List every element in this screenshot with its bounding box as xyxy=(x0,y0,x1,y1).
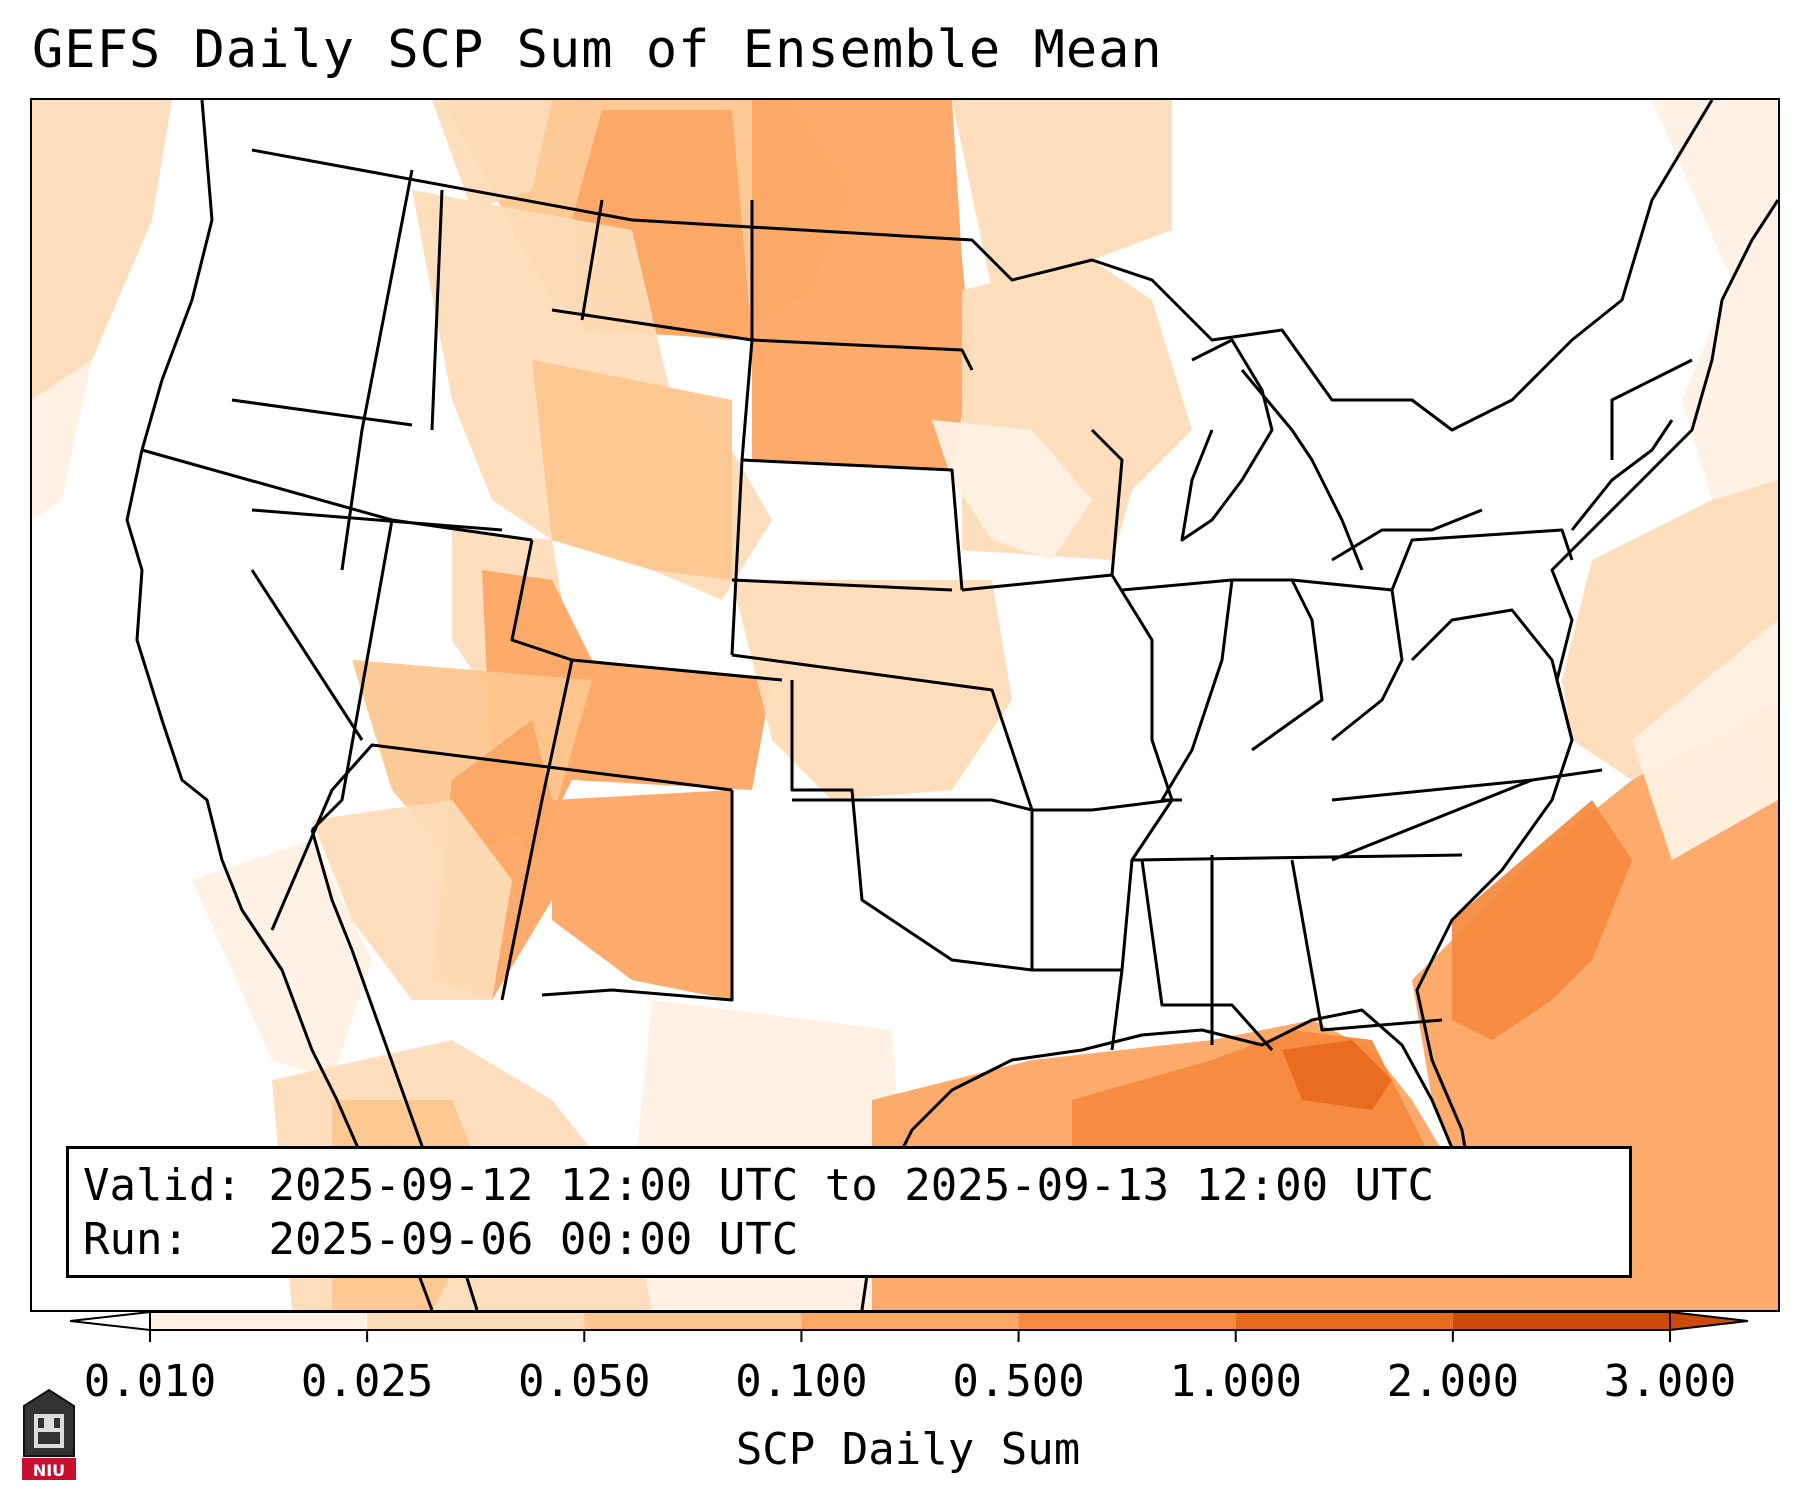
colorbar-segment xyxy=(584,1312,802,1330)
colorbar-segment xyxy=(1235,1312,1453,1330)
colorbar-tick-label: 0.010 xyxy=(83,1356,217,1407)
state-lines-east xyxy=(1090,358,1693,802)
valid-time-row: Valid: 2025-09-12 12:00 UTC to 2025-09-1… xyxy=(83,1159,1629,1213)
scp-shaded-area xyxy=(532,360,732,580)
scp-shaded-area xyxy=(1452,800,1632,1040)
great-lakes xyxy=(1180,338,1483,571)
colorbar-segment xyxy=(1018,1312,1236,1330)
scp-shaded-area xyxy=(1632,620,1778,860)
map-canvas xyxy=(32,100,1778,1310)
colorbar-tick-label: 3.000 xyxy=(1603,1356,1737,1407)
colorbar-extend-low xyxy=(70,1310,151,1332)
scp-shaded-area xyxy=(32,360,92,520)
colorbar-segment xyxy=(801,1312,1019,1330)
run-value: 2025-09-06 00:00 UTC xyxy=(268,1214,799,1265)
run-time-row: Run: 2025-09-06 00:00 UTC xyxy=(83,1213,1629,1267)
niu-logo: NIU xyxy=(22,1388,76,1480)
colorbar-tick-label: 0.025 xyxy=(300,1356,434,1407)
run-label: Run: xyxy=(83,1214,189,1265)
scp-shaded-area xyxy=(552,790,732,1000)
scp-shaded-area xyxy=(432,100,552,210)
us-outline xyxy=(125,100,434,1310)
colorbar-outline xyxy=(149,1311,1671,1331)
scp-shaded-area xyxy=(932,420,1092,560)
map-title: GEFS Daily SCP Sum of Ensemble Mean xyxy=(32,20,1163,80)
colorbar-tick-label: 0.100 xyxy=(735,1356,868,1407)
scp-shaded-area xyxy=(1282,1040,1392,1110)
canada-border xyxy=(251,100,1714,432)
colorbar-tick-label: 1.000 xyxy=(1169,1356,1302,1407)
scp-shading-layer xyxy=(32,100,1778,1310)
colorbar-tick-label: 2.000 xyxy=(1386,1356,1520,1407)
valid-value: 2025-09-12 12:00 UTC to 2025-09-13 12:00… xyxy=(268,1160,1435,1211)
colorbar-segments xyxy=(70,1310,1749,1332)
state-lines-west xyxy=(141,169,974,1002)
scp-shaded-area xyxy=(312,800,512,1000)
scp-shaded-area xyxy=(1652,100,1778,500)
scp-shaded-area xyxy=(952,100,1172,290)
colorbar-tick-label: 0.050 xyxy=(518,1356,651,1407)
logo-text: NIU xyxy=(33,1461,65,1480)
colorbar-extend-high xyxy=(1669,1310,1749,1332)
scp-shaded-area xyxy=(732,580,1012,800)
map-panel xyxy=(30,98,1780,1312)
valid-label: Valid: xyxy=(83,1160,242,1211)
state-lines-central xyxy=(731,573,1533,1051)
scp-shaded-area xyxy=(32,100,172,400)
colorbar-segment xyxy=(1452,1312,1670,1330)
atlantic-coast xyxy=(1415,199,1778,1191)
colorbar xyxy=(70,1310,1749,1342)
validity-info-box: Valid: 2025-09-12 12:00 UTC to 2025-09-1… xyxy=(66,1146,1632,1278)
colorbar-label: SCP Daily Sum xyxy=(735,1424,1081,1475)
colorbar-segment xyxy=(150,1312,368,1330)
scp-shaded-area xyxy=(752,100,962,260)
colorbar-tick-label: 0.500 xyxy=(952,1356,1085,1407)
scp-shaded-area xyxy=(752,260,972,470)
colorbar-segment xyxy=(367,1312,585,1330)
colorbar-ticks xyxy=(149,1330,1671,1342)
